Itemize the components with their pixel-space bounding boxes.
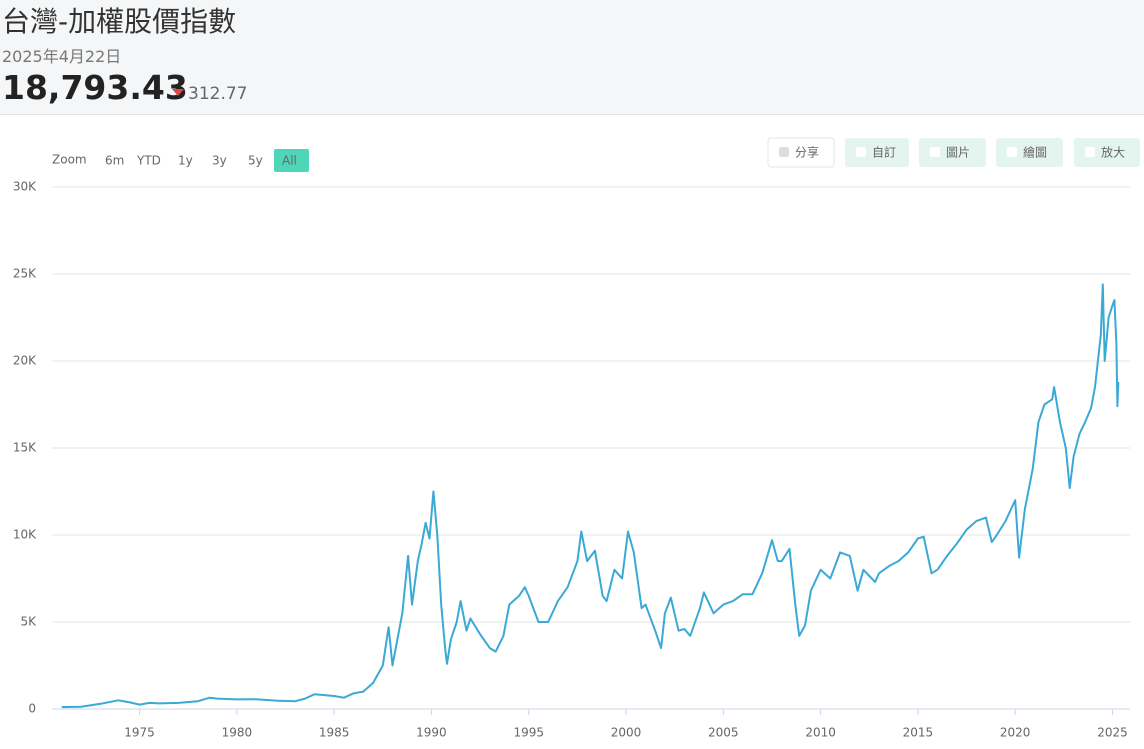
toolbar-label[interactable]: 放大 xyxy=(1101,145,1125,160)
toolbar-label[interactable]: 圖片 xyxy=(946,146,970,160)
x-tick-label: 2025 xyxy=(1097,726,1128,740)
range-button[interactable]: All xyxy=(282,154,297,168)
chart: 0 5K 10K 15K 20K 25K 30K 1975 1980 1985 1990 1995 20… xyxy=(13,137,1140,740)
price: 18,793.43 xyxy=(2,68,188,107)
y-tick-label: 10K xyxy=(13,528,37,542)
price-line xyxy=(61,283,1120,709)
y-tick-label: 25K xyxy=(13,267,37,281)
range-button[interactable]: 5y xyxy=(248,154,263,168)
toolbar-icon xyxy=(930,147,940,157)
date: 2025年4月22日 xyxy=(2,47,122,66)
toolbar-button[interactable] xyxy=(845,138,909,167)
y-tick-label: 30K xyxy=(13,180,37,194)
toolbar-icon xyxy=(1085,147,1095,157)
toolbar-icon xyxy=(779,147,789,157)
x-tick-label: 2015 xyxy=(903,726,934,740)
y-tick-label: 20K xyxy=(13,354,37,368)
header: 台灣-加權股價指數 2025年4月22日 18,793.43 312.77 xyxy=(0,0,1144,115)
range-button-bg[interactable] xyxy=(274,149,309,172)
y-tick-label: 0 xyxy=(28,702,36,716)
toolbar-icon xyxy=(856,147,866,157)
toolbar-button[interactable] xyxy=(1074,138,1140,167)
x-tick-label: 1990 xyxy=(416,726,447,740)
zoom-label: Zoom xyxy=(52,153,87,167)
range-button[interactable]: YTD xyxy=(136,154,161,168)
x-tick-label: 2005 xyxy=(708,726,739,740)
x-tick-label: 2020 xyxy=(1000,726,1031,740)
toolbar-button[interactable] xyxy=(996,138,1063,167)
x-tick-label: 1985 xyxy=(319,726,350,740)
toolbar-label[interactable]: 繪圖 xyxy=(1023,145,1047,160)
range-button[interactable]: 1y xyxy=(178,154,193,168)
y-tick-label: 5K xyxy=(20,615,37,629)
range-button[interactable]: 3y xyxy=(212,154,227,168)
toolbar-label[interactable]: 分享 xyxy=(795,145,819,160)
x-tick-label: 2010 xyxy=(805,726,836,740)
toolbar-button[interactable] xyxy=(767,137,835,168)
x-tick-label: 2000 xyxy=(611,726,642,740)
x-tick-label: 1995 xyxy=(513,726,544,740)
x-tick-label: 1980 xyxy=(222,726,253,740)
x-tick-label: 1975 xyxy=(124,726,155,740)
range-button[interactable]: 6m xyxy=(105,154,124,168)
title: 台灣-加權股價指數 xyxy=(2,5,237,38)
toolbar-icon xyxy=(1007,147,1017,157)
toolbar-label[interactable]: 自訂 xyxy=(872,145,896,160)
toolbar-button[interactable] xyxy=(919,138,986,167)
change: 312.77 xyxy=(172,84,247,104)
y-tick-label: 15K xyxy=(13,441,37,455)
